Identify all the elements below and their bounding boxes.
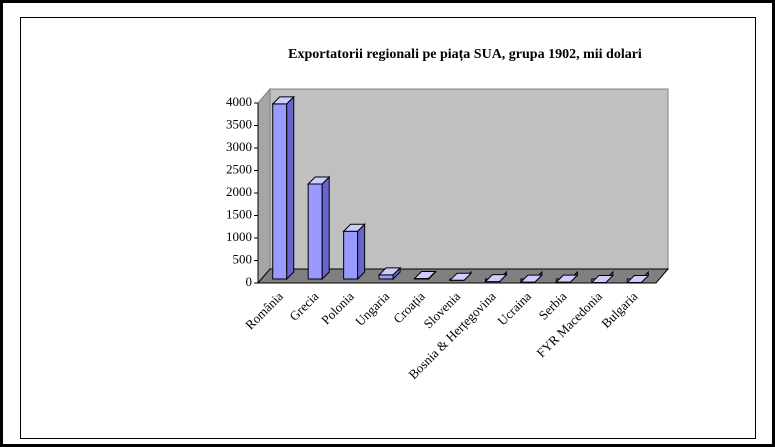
bar-top [271,96,295,105]
bar [590,270,615,284]
y-tick-label: 2500 [226,161,252,176]
bar-top [519,274,544,283]
bar-top [590,275,615,284]
bar [484,270,508,283]
bar-top [306,176,331,185]
bar-side [321,175,330,281]
y-tick-label: 1500 [226,206,252,221]
y-tick-label: 500 [233,251,253,266]
bar-front [272,103,288,280]
bar [448,270,473,282]
y-tick-label: 3500 [226,116,252,131]
bar-top [484,274,508,283]
bar-top [342,223,366,232]
bar-front [343,230,359,280]
back-wall [269,88,669,270]
y-tick-label: 2000 [226,184,252,199]
bar-top [377,267,402,276]
bar [342,223,366,281]
bar [555,270,579,284]
bar-side [286,95,295,281]
bar [271,95,295,281]
bar [519,270,544,284]
y-tick-label: 3000 [226,139,252,154]
bar-side [357,223,366,281]
bar [306,175,331,281]
y-tick-label: 4000 [226,94,252,109]
bar-top [555,274,579,283]
bar-front [378,274,394,280]
chart-title: Exportatorii regionali pe piața SUA, gru… [288,47,642,62]
bar-top [626,275,650,284]
bar [377,266,402,281]
bar-front [307,183,323,280]
y-tick-label: 1000 [226,229,252,244]
bar [413,270,437,281]
bar [626,270,650,284]
bar-top [448,272,473,281]
bar-top [413,271,437,279]
y-tick-label: 0 [246,274,253,289]
side-wall [257,87,271,285]
